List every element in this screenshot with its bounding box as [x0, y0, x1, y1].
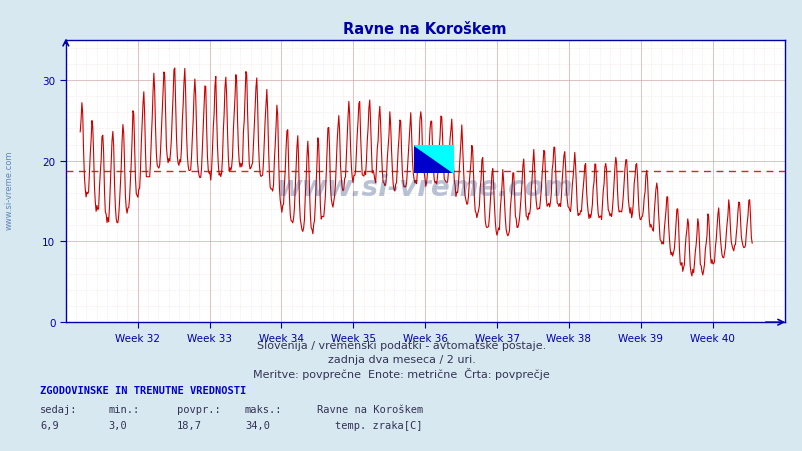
Text: povpr.:: povpr.:: [176, 404, 220, 414]
Text: temp. zraka[C]: temp. zraka[C]: [334, 420, 422, 430]
Text: 6,9: 6,9: [40, 420, 59, 430]
Text: Ravne na Koroškem: Ravne na Koroškem: [317, 404, 423, 414]
Text: www.si-vreme.com: www.si-vreme.com: [5, 150, 14, 229]
Text: Meritve: povprečne  Enote: metrične  Črta: povprečje: Meritve: povprečne Enote: metrične Črta:…: [253, 368, 549, 380]
Polygon shape: [414, 145, 453, 174]
Text: sedaj:: sedaj:: [40, 404, 78, 414]
Title: Ravne na Koroškem: Ravne na Koroškem: [343, 22, 506, 37]
Text: zadnja dva meseca / 2 uri.: zadnja dva meseca / 2 uri.: [327, 354, 475, 364]
Text: min.:: min.:: [108, 404, 140, 414]
Text: 18,7: 18,7: [176, 420, 201, 430]
Text: maks.:: maks.:: [245, 404, 282, 414]
Text: ZGODOVINSKE IN TRENUTNE VREDNOSTI: ZGODOVINSKE IN TRENUTNE VREDNOSTI: [40, 386, 246, 396]
Text: 34,0: 34,0: [245, 420, 269, 430]
Text: www.si-vreme.com: www.si-vreme.com: [277, 173, 573, 201]
Polygon shape: [414, 145, 453, 174]
Text: Slovenija / vremenski podatki - avtomatske postaje.: Slovenija / vremenski podatki - avtomats…: [257, 341, 545, 350]
Text: 3,0: 3,0: [108, 420, 127, 430]
